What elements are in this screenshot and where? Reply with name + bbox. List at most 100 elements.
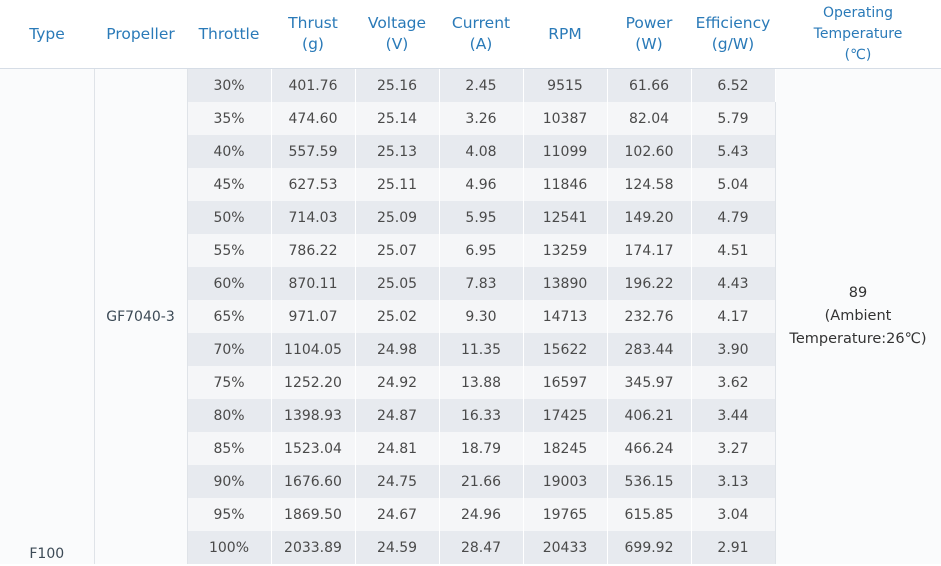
efficiency-cell: 4.51 [691,234,776,267]
header-row: Type Propeller Throttle Thrust (g) Voltag… [0,0,941,69]
table-row: 75% 1252.20 24.92 13.88 16597 345.97 3.62 [0,366,941,399]
thrust-cell: 786.22 [271,234,356,267]
throttle-cell: 65% [187,300,272,333]
throttle-cell: 95% [187,498,272,531]
thrust-cell: 1104.05 [271,333,356,366]
throttle-cell: 70% [187,333,272,366]
throttle-cell: 100% [187,531,272,564]
efficiency-cell: 3.62 [691,366,776,399]
efficiency-cell: 3.90 [691,333,776,366]
efficiency-cell: 3.44 [691,399,776,432]
current-cell: 21.66 [439,465,524,498]
thrust-cell: 1523.04 [271,432,356,465]
header-voltage: Voltage (V) [355,0,439,69]
current-cell: 24.96 [439,498,524,531]
table-row: 45% 627.53 25.11 4.96 11846 124.58 5.04 [0,168,941,201]
current-cell: 18.79 [439,432,524,465]
thrust-cell: 557.59 [271,135,356,168]
table-row: 85% 1523.04 24.81 18.79 18245 466.24 3.27 [0,432,941,465]
table-row: 90% 1676.60 24.75 21.66 19003 536.15 3.13 [0,465,941,498]
thrust-cell: 1398.93 [271,399,356,432]
throttle-cell: 40% [187,135,272,168]
rpm-cell: 19003 [523,465,608,498]
type-cell: F100 [0,68,95,564]
table-row: 60% 870.11 25.05 7.83 13890 196.22 4.43 [0,267,941,300]
efficiency-cell: 3.13 [691,465,776,498]
power-cell: 102.60 [607,135,692,168]
thrust-cell: 1676.60 [271,465,356,498]
current-cell: 4.96 [439,168,524,201]
throttle-cell: 35% [187,102,272,135]
current-cell: 16.33 [439,399,524,432]
header-type: Type [0,0,94,69]
rpm-cell: 19765 [523,498,608,531]
current-cell: 3.26 [439,102,524,135]
current-cell: 13.88 [439,366,524,399]
thrust-cell: 401.76 [271,68,356,102]
voltage-cell: 24.87 [355,399,440,432]
temperature-line: Temperature:26℃) [789,331,927,347]
voltage-cell: 25.07 [355,234,440,267]
table-row: 50% 714.03 25.09 5.95 12541 149.20 4.79 [0,201,941,234]
voltage-cell: 24.59 [355,531,440,564]
rpm-cell: 17425 [523,399,608,432]
rpm-cell: 12541 [523,201,608,234]
voltage-cell: 24.92 [355,366,440,399]
temperature-line: 89 [848,285,868,301]
power-cell: 124.58 [607,168,692,201]
voltage-cell: 25.16 [355,68,440,102]
efficiency-cell: 3.04 [691,498,776,531]
efficiency-cell: 6.52 [691,68,776,102]
rpm-cell: 15622 [523,333,608,366]
thrust-cell: 870.11 [271,267,356,300]
power-cell: 174.17 [607,234,692,267]
efficiency-cell: 4.17 [691,300,776,333]
table-row: 95% 1869.50 24.67 24.96 19765 615.85 3.04 [0,498,941,531]
current-cell: 6.95 [439,234,524,267]
rpm-cell: 13890 [523,267,608,300]
header-thrust: Thrust (g) [271,0,355,69]
thrust-cell: 1869.50 [271,498,356,531]
voltage-cell: 25.02 [355,300,440,333]
table-row: 55% 786.22 25.07 6.95 13259 174.17 4.51 [0,234,941,267]
current-cell: 2.45 [439,68,524,102]
thrust-cell: 971.07 [271,300,356,333]
throttle-cell: 45% [187,168,272,201]
power-cell: 149.20 [607,201,692,234]
current-cell: 4.08 [439,135,524,168]
current-cell: 5.95 [439,201,524,234]
table-row: 40% 557.59 25.13 4.08 11099 102.60 5.43 [0,135,941,168]
voltage-cell: 25.11 [355,168,440,201]
voltage-cell: 25.09 [355,201,440,234]
throttle-cell: 60% [187,267,272,300]
thrust-cell: 1252.20 [271,366,356,399]
power-cell: 196.22 [607,267,692,300]
efficiency-cell: 5.79 [691,102,776,135]
efficiency-cell: 5.04 [691,168,776,201]
rpm-cell: 11846 [523,168,608,201]
throttle-cell: 80% [187,399,272,432]
header-propeller: Propeller [94,0,187,69]
propeller-cell: GF7040-3 [94,68,188,564]
rpm-cell: 9515 [523,68,608,102]
power-cell: 283.44 [607,333,692,366]
current-cell: 7.83 [439,267,524,300]
throttle-cell: 50% [187,201,272,234]
power-cell: 406.21 [607,399,692,432]
thrust-cell: 2033.89 [271,531,356,564]
thrust-cell: 474.60 [271,102,356,135]
power-cell: 536.15 [607,465,692,498]
efficiency-cell: 5.43 [691,135,776,168]
throttle-cell: 90% [187,465,272,498]
efficiency-cell: 4.43 [691,267,776,300]
table-row: F100 GF7040-3 30% 401.76 25.16 2.45 9515 61.66 6… [0,68,941,564]
header-current: Current (A) [439,0,523,69]
power-cell: 699.92 [607,531,692,564]
voltage-cell: 24.67 [355,498,440,531]
rpm-cell: 20433 [523,531,608,564]
current-cell: 11.35 [439,333,524,366]
current-cell: 9.30 [439,300,524,333]
table-row: 70% 1104.05 24.98 11.35 15622 283.44 3.90 [0,333,941,366]
thrust-cell: 714.03 [271,201,356,234]
